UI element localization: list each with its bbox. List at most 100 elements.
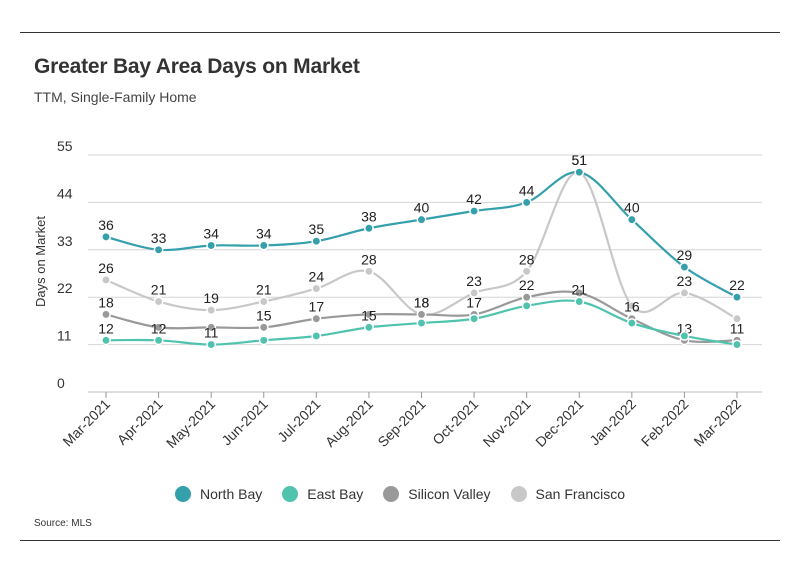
data-point-silicon-valley[interactable] [416,309,427,320]
x-tick-label: May-2021 [163,396,218,451]
data-label-silicon-valley: 13 [677,320,693,336]
series-san-francisco: 26 21 19 21 24 28 18 23 28 51 23 [98,152,742,324]
data-point-north-bay[interactable] [679,262,690,272]
data-label-north-bay: 22 [729,277,745,293]
data-point-north-bay[interactable] [732,292,742,303]
data-label-north-bay: 40 [414,200,430,216]
x-tick-label: Apr-2021 [114,396,166,448]
data-label-san-francisco: 51 [571,152,587,168]
data-point-east-bay[interactable] [101,335,111,346]
data-point-san-francisco[interactable] [626,300,637,311]
data-point-east-bay[interactable] [521,300,532,311]
data-point-san-francisco[interactable] [258,296,269,307]
data-point-silicon-valley[interactable] [311,313,322,324]
data-label-east-bay: 21 [571,282,587,298]
legend-label: San Francisco [535,486,625,502]
data-label-silicon-valley: 17 [309,299,325,315]
data-point-north-bay[interactable] [101,231,111,242]
y-tick-label: 33 [57,233,73,249]
data-point-north-bay[interactable] [206,240,217,251]
data-point-east-bay[interactable] [363,322,374,333]
legend-item-silicon-valley[interactable]: Silicon Valley [383,486,491,502]
data-point-silicon-valley[interactable] [206,322,217,333]
data-point-san-francisco[interactable] [469,287,480,298]
legend-marker-icon [383,486,400,502]
data-point-north-bay[interactable] [153,244,164,255]
data-point-san-francisco[interactable] [521,266,532,277]
legend-item-north-bay[interactable]: North Bay [175,486,262,502]
series-east-bay: 12 12 11 15 21 [98,282,742,350]
data-point-east-bay[interactable] [311,331,322,341]
data-point-silicon-valley[interactable] [101,309,111,320]
data-label-north-bay: 34 [256,225,272,241]
data-point-north-bay[interactable] [363,223,374,234]
data-label-san-francisco: 21 [256,282,272,298]
data-label-san-francisco: 28 [519,251,535,267]
data-label-east-bay: 12 [98,320,114,336]
data-point-san-francisco[interactable] [101,275,111,285]
data-point-north-bay[interactable] [416,214,427,225]
data-point-east-bay[interactable] [574,296,585,307]
x-tick-label: Mar-2021 [59,396,113,450]
legend-item-east-bay[interactable]: East Bay [282,486,363,502]
data-point-north-bay[interactable] [626,214,637,225]
data-label-north-bay: 51 [571,152,587,168]
data-label-silicon-valley: 18 [98,294,114,310]
x-tick-label: Oct-2021 [429,396,481,448]
data-point-east-bay[interactable] [626,318,637,329]
data-point-san-francisco[interactable] [363,266,374,277]
data-point-east-bay[interactable] [258,335,269,346]
x-tick-label: Jan-2022 [586,396,639,449]
data-point-east-bay[interactable] [469,313,480,324]
data-label-san-francisco: 23 [677,273,693,289]
data-point-north-bay[interactable] [521,197,532,208]
data-point-silicon-valley[interactable] [363,309,374,320]
data-label-san-francisco: 21 [151,282,167,298]
y-axis-label: Days on Market [33,216,48,307]
x-tick-label: Mar-2022 [690,396,744,450]
data-point-north-bay[interactable] [258,240,269,251]
data-label-san-francisco: 23 [466,273,482,289]
legend-item-san-francisco[interactable]: San Francisco [510,486,625,502]
data-label-east-bay: 15 [361,307,377,323]
y-tick-label: 44 [57,185,73,201]
y-tick-label: 55 [57,138,73,154]
chart-legend: North Bay East Bay Silicon Valley San Franc… [0,486,800,502]
y-tick-label: 22 [57,280,73,296]
data-point-north-bay[interactable] [311,236,322,247]
x-tick-label: Dec-2021 [532,396,586,450]
legend-label: East Bay [307,486,364,502]
chart-title: Greater Bay Area Days on Market [34,55,360,78]
data-point-east-bay[interactable] [679,331,690,341]
data-label-silicon-valley: 22 [519,277,535,293]
data-label-north-bay: 33 [151,230,167,246]
data-point-san-francisco[interactable] [153,296,164,307]
data-point-east-bay[interactable] [416,318,427,329]
data-point-silicon-valley[interactable] [153,322,164,333]
data-point-san-francisco[interactable] [206,305,217,316]
data-point-silicon-valley[interactable] [258,322,269,333]
source-note: Source: MLS [34,518,92,529]
x-tick-label: Feb-2022 [638,396,692,450]
legend-label: North Bay [200,486,263,502]
data-label-silicon-valley: 11 [730,320,745,336]
series-line-north-bay [105,171,738,299]
x-tick-label: Jun-2021 [218,396,271,449]
legend-marker-icon [175,486,191,502]
data-label-silicon-valley: 15 [256,307,272,323]
data-point-san-francisco[interactable] [732,313,742,324]
series-north-bay: 36 33 34 34 35 38 40 42 44 51 40 29 22 [98,152,745,303]
bottom-rule [20,540,780,541]
data-point-north-bay[interactable] [469,206,480,216]
data-point-san-francisco[interactable] [679,287,690,298]
data-point-san-francisco[interactable] [311,283,322,294]
data-label-san-francisco: 18 [414,294,430,310]
data-label-north-bay: 36 [98,217,114,233]
data-label-silicon-valley: 17 [466,294,482,310]
data-point-east-bay[interactable] [732,339,742,350]
data-point-silicon-valley[interactable] [521,292,532,303]
data-point-east-bay[interactable] [153,335,164,346]
data-point-north-bay[interactable] [574,167,585,178]
data-point-east-bay[interactable] [206,339,217,350]
